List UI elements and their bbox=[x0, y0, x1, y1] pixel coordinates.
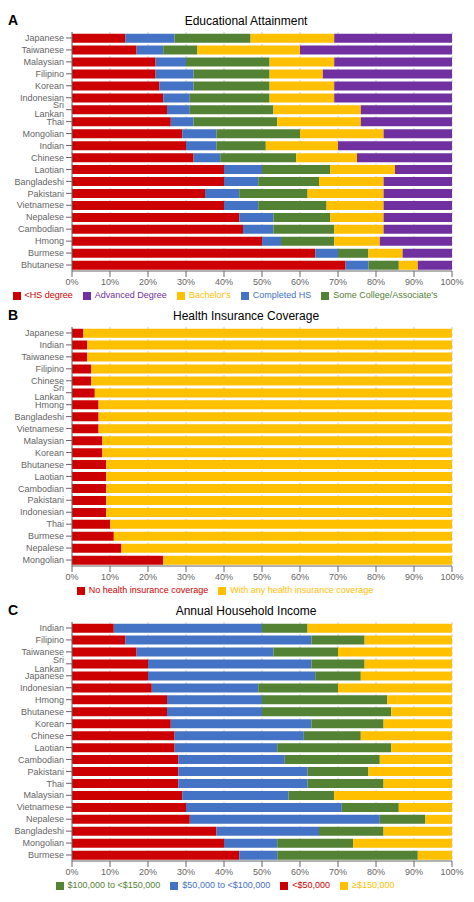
svg-text:Mongolian: Mongolian bbox=[22, 555, 64, 565]
svg-text:80%: 80% bbox=[367, 572, 385, 582]
svg-text:Japanese: Japanese bbox=[25, 33, 64, 43]
svg-text:60%: 60% bbox=[291, 572, 309, 582]
svg-text:50%: 50% bbox=[253, 867, 271, 877]
svg-text:Indian: Indian bbox=[39, 141, 64, 151]
svg-text:40%: 40% bbox=[215, 867, 233, 877]
svg-text:Thai: Thai bbox=[46, 519, 64, 529]
svg-text:Cambodian: Cambodian bbox=[18, 755, 64, 765]
svg-text:Indonesian: Indonesian bbox=[20, 507, 64, 517]
svg-text:0%: 0% bbox=[65, 867, 78, 877]
svg-text:30%: 30% bbox=[177, 572, 195, 582]
svg-text:Hmong: Hmong bbox=[35, 400, 64, 410]
svg-text:80%: 80% bbox=[367, 867, 385, 877]
svg-text:Malaysian: Malaysian bbox=[23, 57, 64, 67]
svg-text:100%: 100% bbox=[440, 572, 463, 582]
svg-text:Hmong: Hmong bbox=[35, 236, 64, 246]
svg-text:10%: 10% bbox=[101, 572, 119, 582]
svg-text:Indian: Indian bbox=[39, 623, 64, 633]
svg-text:Hmong: Hmong bbox=[35, 695, 64, 705]
svg-text:70%: 70% bbox=[329, 867, 347, 877]
svg-text:Vietnamese: Vietnamese bbox=[17, 200, 64, 210]
svg-text:Filipino: Filipino bbox=[35, 69, 64, 79]
svg-text:40%: 40% bbox=[215, 277, 233, 287]
svg-text:60%: 60% bbox=[291, 867, 309, 877]
svg-text:90%: 90% bbox=[405, 277, 423, 287]
svg-text:Thai: Thai bbox=[46, 779, 64, 789]
svg-text:90%: 90% bbox=[405, 867, 423, 877]
svg-text:20%: 20% bbox=[139, 572, 157, 582]
svg-text:100%: 100% bbox=[440, 277, 463, 287]
svg-text:Burmese: Burmese bbox=[28, 531, 64, 541]
svg-text:Filipino: Filipino bbox=[35, 364, 64, 374]
svg-text:Bangladeshi: Bangladeshi bbox=[14, 412, 64, 422]
svg-text:Chinese: Chinese bbox=[31, 153, 64, 163]
svg-text:Mongolian: Mongolian bbox=[22, 129, 64, 139]
svg-text:80%: 80% bbox=[367, 277, 385, 287]
svg-text:10%: 10% bbox=[101, 277, 119, 287]
svg-text:Pakistani: Pakistani bbox=[27, 495, 64, 505]
svg-text:60%: 60% bbox=[291, 277, 309, 287]
svg-text:50%: 50% bbox=[253, 277, 271, 287]
svg-text:Pakistani: Pakistani bbox=[27, 189, 64, 199]
svg-text:Pakistani: Pakistani bbox=[27, 767, 64, 777]
svg-text:Malaysian: Malaysian bbox=[23, 436, 64, 446]
svg-text:90%: 90% bbox=[405, 572, 423, 582]
svg-text:Malaysian: Malaysian bbox=[23, 790, 64, 800]
svg-text:Indian: Indian bbox=[39, 340, 64, 350]
svg-text:70%: 70% bbox=[329, 572, 347, 582]
svg-text:Bangladeshi: Bangladeshi bbox=[14, 826, 64, 836]
svg-text:Burmese: Burmese bbox=[28, 850, 64, 860]
svg-text:Vietnamese: Vietnamese bbox=[17, 802, 64, 812]
svg-text:Mongolian: Mongolian bbox=[22, 838, 64, 848]
svg-text:40%: 40% bbox=[215, 572, 233, 582]
svg-text:100%: 100% bbox=[440, 867, 463, 877]
svg-text:Bangladeshi: Bangladeshi bbox=[14, 177, 64, 187]
svg-text:Bhutanese: Bhutanese bbox=[21, 460, 64, 470]
svg-text:Laotian: Laotian bbox=[34, 472, 64, 482]
svg-text:Nepalese: Nepalese bbox=[26, 212, 64, 222]
svg-text:20%: 20% bbox=[139, 277, 157, 287]
svg-text:Cambodian: Cambodian bbox=[18, 484, 64, 494]
svg-text:70%: 70% bbox=[329, 277, 347, 287]
svg-text:Taiwanese: Taiwanese bbox=[21, 352, 64, 362]
svg-text:Korean: Korean bbox=[35, 81, 64, 91]
svg-text:30%: 30% bbox=[177, 277, 195, 287]
svg-text:0%: 0% bbox=[65, 277, 78, 287]
svg-text:Indonesian: Indonesian bbox=[20, 683, 64, 693]
svg-text:30%: 30% bbox=[177, 867, 195, 877]
svg-text:Laotian: Laotian bbox=[34, 743, 64, 753]
svg-text:Korean: Korean bbox=[35, 719, 64, 729]
svg-text:Laotian: Laotian bbox=[34, 165, 64, 175]
svg-text:50%: 50% bbox=[253, 572, 271, 582]
svg-text:Vietnamese: Vietnamese bbox=[17, 424, 64, 434]
svg-text:Thai: Thai bbox=[46, 117, 64, 127]
svg-text:Burmese: Burmese bbox=[28, 248, 64, 258]
svg-text:Chinese: Chinese bbox=[31, 731, 64, 741]
svg-text:Nepalese: Nepalese bbox=[26, 814, 64, 824]
svg-text:Japanese: Japanese bbox=[25, 328, 64, 338]
svg-text:20%: 20% bbox=[139, 867, 157, 877]
svg-text:10%: 10% bbox=[101, 867, 119, 877]
svg-text:Bhutanese: Bhutanese bbox=[21, 260, 64, 270]
svg-text:Korean: Korean bbox=[35, 448, 64, 458]
svg-text:Bhutanese: Bhutanese bbox=[21, 707, 64, 717]
svg-text:Taiwanese: Taiwanese bbox=[21, 45, 64, 55]
svg-text:Nepalese: Nepalese bbox=[26, 543, 64, 553]
svg-text:Filipino: Filipino bbox=[35, 635, 64, 645]
svg-text:0%: 0% bbox=[65, 572, 78, 582]
svg-text:Japanese: Japanese bbox=[25, 671, 64, 681]
svg-text:Cambodian: Cambodian bbox=[18, 224, 64, 234]
